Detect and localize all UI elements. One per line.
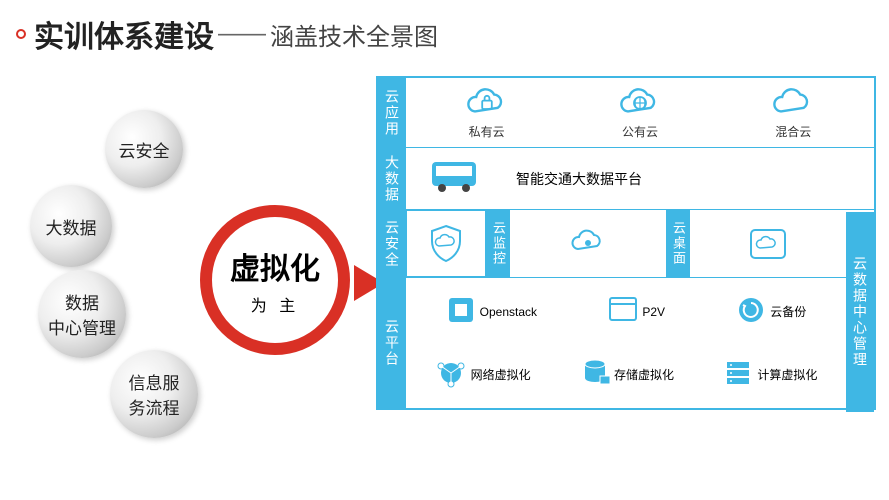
cloud-backup: 云备份 [736, 295, 806, 328]
hybrid-cloud: 混合云 [766, 85, 820, 140]
row-label: 云安全 [378, 210, 406, 277]
openstack: Openstack [446, 295, 537, 328]
row-label: 大数据 [378, 148, 406, 209]
row-label: 云应用 [378, 78, 406, 147]
row-body: 智能交通大数据平台 [406, 148, 874, 209]
title-row: 实训体系建设 —— 涵盖技术全景图 [0, 0, 889, 56]
square-icon [446, 295, 476, 328]
restore-icon [736, 295, 766, 328]
storage-virt: 存储虚拟化 [580, 358, 674, 391]
platform-line: Openstack P2V 云备份 [410, 295, 842, 328]
bubble-3: 信息服 务流程 [110, 350, 198, 438]
compute-virt: 计算虚拟化 [723, 358, 817, 391]
bullet-icon [16, 29, 26, 39]
security-shield [406, 210, 486, 277]
row-body: 云监控 云桌面 [406, 210, 846, 277]
storage-icon [580, 358, 610, 391]
window-icon [608, 296, 638, 327]
bubble-2: 数据 中心管理 [38, 270, 126, 358]
left-cluster: 云安全大数据数据 中心管理信息服 务流程 虚拟化 为 主 [20, 100, 370, 480]
private-cloud: 私有云 [460, 85, 514, 140]
row-body: Openstack P2V 云备份网络虚拟化 存储虚拟化 计算虚拟化 [406, 278, 846, 408]
platform-line: 网络虚拟化 存储虚拟化 计算虚拟化 [410, 358, 842, 391]
row-0: 云应用 私有云 公有云 混合云 [378, 78, 874, 148]
section-icon [510, 210, 666, 277]
center-line1: 虚拟化 [230, 244, 320, 288]
net-virt: 网络虚拟化 [435, 358, 531, 391]
center-line2: 为 主 [251, 292, 299, 316]
network-icon [435, 358, 467, 391]
side-column-label: 云数据中心管理 [846, 212, 874, 412]
section-label: 云桌面 [667, 210, 690, 277]
traffic-bigdata: 智能交通大数据平台 [516, 169, 642, 189]
bubble-1: 大数据 [30, 185, 112, 267]
center-circle: 虚拟化 为 主 [200, 205, 350, 355]
row-label: 云平台 [378, 278, 406, 408]
server-icon [723, 358, 753, 391]
section-1: 云监控 [486, 210, 666, 277]
section-icon [690, 210, 846, 277]
title-dash: —— [218, 20, 266, 48]
row-1: 大数据 智能交通大数据平台 [378, 148, 874, 210]
right-matrix: 云应用私有云公有云混合云大数据智能交通大数据平台云安全云监控云桌面云平台Open… [376, 76, 876, 410]
p2v: P2V [608, 295, 665, 328]
section-label: 云监控 [487, 210, 510, 277]
row-3: 云平台 Openstack P2V 云备份网络虚拟化 存储虚拟化 计算虚拟化 [378, 278, 874, 408]
row-2: 云安全 云监控 云桌面 [378, 210, 874, 278]
title-main: 实训体系建设 [34, 12, 214, 56]
public-cloud: 公有云 [613, 85, 667, 140]
section-2: 云桌面 [666, 210, 846, 277]
row-body: 私有云 公有云 混合云 [406, 78, 874, 147]
bus-icon [426, 156, 486, 201]
title-sub: 涵盖技术全景图 [270, 17, 438, 52]
bubble-0: 云安全 [105, 110, 183, 188]
